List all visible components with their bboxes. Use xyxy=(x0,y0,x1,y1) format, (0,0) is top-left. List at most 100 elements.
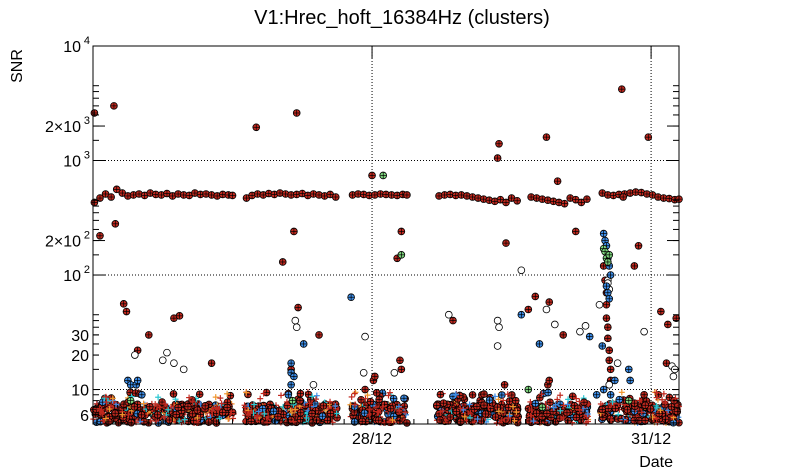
band-marker xyxy=(102,393,109,400)
band-point xyxy=(258,404,267,413)
band-marker xyxy=(491,393,498,400)
band-marker xyxy=(181,416,188,423)
band-marker xyxy=(366,406,373,413)
band-marker xyxy=(209,408,216,415)
band-point xyxy=(446,413,455,421)
data-point xyxy=(624,396,633,405)
band-marker xyxy=(375,409,382,416)
data-point xyxy=(290,227,298,236)
band-point xyxy=(218,408,227,417)
data-point xyxy=(379,171,388,180)
band-marker xyxy=(657,407,664,414)
data-point xyxy=(179,191,188,199)
y-tick-label: 6 xyxy=(80,408,89,425)
band-marker xyxy=(649,414,656,421)
band-marker xyxy=(609,398,616,405)
band-marker xyxy=(554,396,561,403)
data-point xyxy=(602,282,611,290)
data-point xyxy=(371,372,379,381)
band-marker xyxy=(618,389,625,396)
band-marker xyxy=(511,417,518,424)
band-marker xyxy=(669,413,676,420)
band-point xyxy=(131,389,140,397)
data-point xyxy=(542,305,551,314)
band-marker xyxy=(638,409,645,416)
data-point xyxy=(630,262,639,270)
points xyxy=(89,85,683,427)
band-marker xyxy=(257,395,264,402)
data-point xyxy=(270,190,279,199)
band-marker xyxy=(194,419,201,426)
data-point xyxy=(397,251,406,259)
band-marker xyxy=(457,405,464,412)
band-marker xyxy=(402,409,409,416)
data-point xyxy=(397,227,406,236)
band-point xyxy=(195,390,204,399)
band-point xyxy=(544,388,552,397)
band-point xyxy=(308,409,316,418)
data-point xyxy=(371,191,379,199)
band-point xyxy=(366,397,375,406)
data-point xyxy=(390,368,399,377)
band-point xyxy=(505,397,514,405)
band-point xyxy=(119,413,127,422)
band-marker xyxy=(557,392,564,399)
data-point xyxy=(309,190,318,198)
band-marker xyxy=(125,411,132,418)
band-marker xyxy=(119,411,126,418)
band-marker xyxy=(386,419,393,426)
data-point xyxy=(576,327,584,336)
band-marker xyxy=(528,406,535,413)
band-marker xyxy=(217,395,224,402)
data-point xyxy=(213,192,221,200)
band-point xyxy=(184,402,192,411)
band-marker xyxy=(241,402,248,409)
band-marker xyxy=(362,395,369,402)
data-point xyxy=(535,340,544,348)
data-point xyxy=(493,342,502,350)
data-point xyxy=(326,190,334,199)
data-point xyxy=(299,340,308,348)
band-marker xyxy=(283,398,290,405)
band-marker xyxy=(287,406,294,413)
band-marker xyxy=(327,398,334,405)
data-point xyxy=(517,266,526,275)
band-point xyxy=(655,409,663,418)
band-point xyxy=(165,416,174,424)
band-point xyxy=(389,394,398,403)
data-point xyxy=(112,185,121,194)
data-point xyxy=(163,189,171,198)
band-point xyxy=(615,395,624,404)
band-marker xyxy=(332,403,339,410)
data-point xyxy=(228,191,237,200)
band-marker xyxy=(374,408,381,415)
chart-title: V1:Hrec_hoft_16384Hz (clusters) xyxy=(254,7,550,29)
data-point xyxy=(145,331,153,339)
data-point xyxy=(175,312,184,320)
data-point xyxy=(359,368,368,377)
data-point xyxy=(626,376,634,385)
data-point xyxy=(361,385,369,394)
band-marker xyxy=(216,415,223,422)
data-point xyxy=(592,390,601,399)
band-marker xyxy=(161,413,168,420)
data-point xyxy=(291,316,300,325)
band-marker xyxy=(653,404,660,411)
band-point xyxy=(543,409,551,418)
band-marker xyxy=(379,403,386,410)
band-marker xyxy=(247,410,254,417)
band-marker xyxy=(564,401,571,408)
data-point xyxy=(513,196,521,205)
data-point xyxy=(604,323,612,332)
band-point xyxy=(296,408,305,417)
band-point xyxy=(481,410,490,418)
y-tick-label: 2×10 xyxy=(45,234,81,251)
data-point xyxy=(538,403,547,412)
band-point xyxy=(296,415,305,424)
band-point xyxy=(130,403,139,411)
data-point xyxy=(644,133,653,141)
band-marker xyxy=(660,390,667,397)
band-marker xyxy=(103,399,110,406)
band-point xyxy=(480,401,488,409)
